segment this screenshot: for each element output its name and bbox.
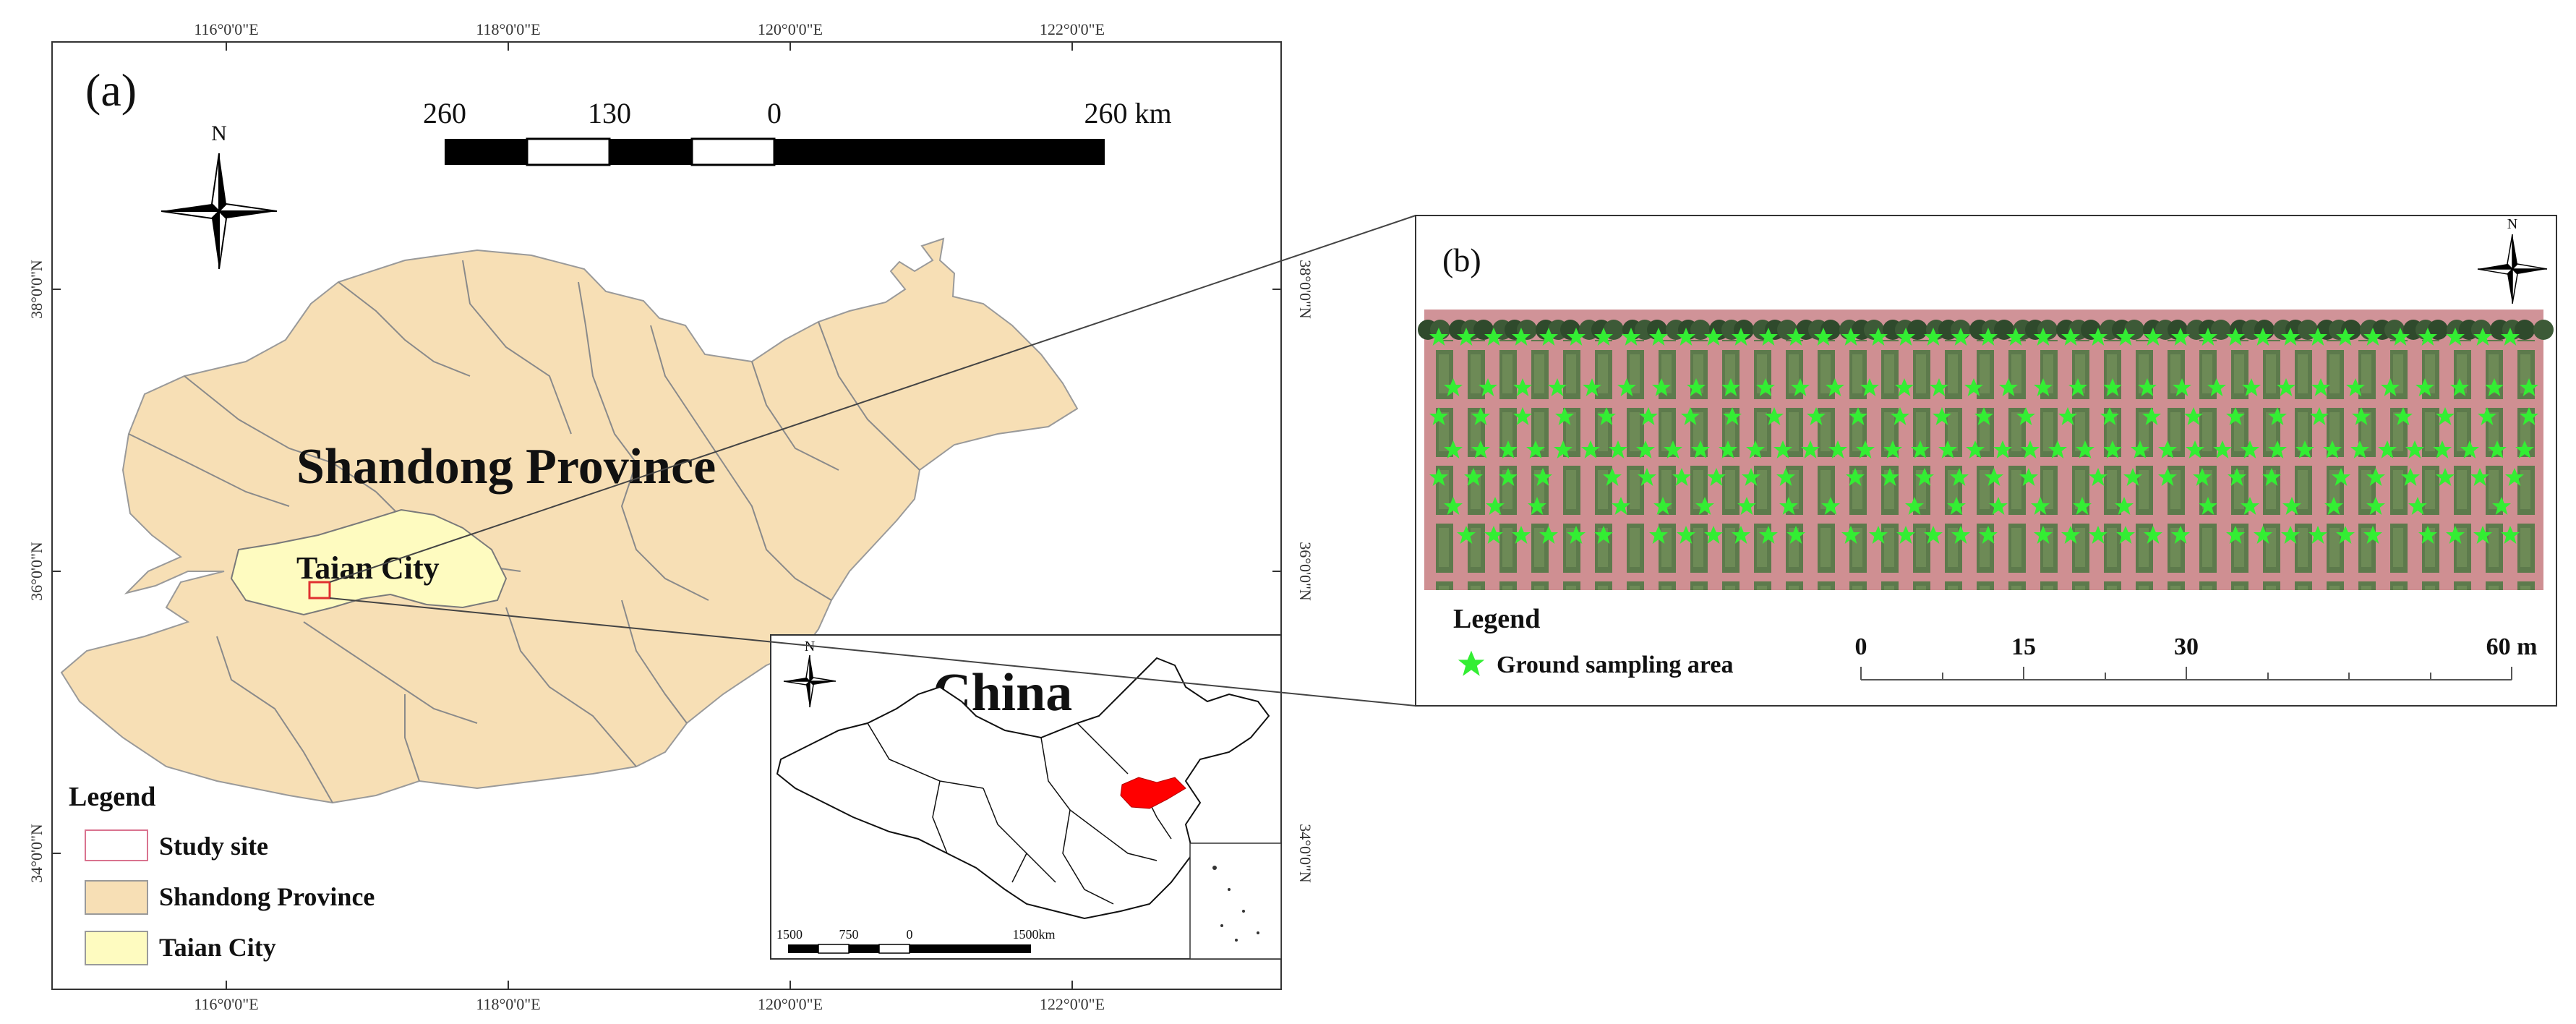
left-tick-36: 36°0'0"N — [27, 542, 46, 601]
right-tick-labels: 38°0'0"N 36°0'0"N 34°0'0"N — [1296, 260, 1314, 883]
scale-bar-b — [1860, 667, 2512, 680]
right-tick-36: 36°0'0"N — [1296, 542, 1314, 601]
shandong-highlight — [1120, 777, 1186, 809]
bottom-tick-labels: 116°0'0"E 118°0'0"E 120°0'0"E 122°0'0"E — [194, 995, 1105, 1013]
study-site-marker — [308, 581, 331, 600]
inset-north-arrow-icon — [783, 654, 836, 708]
shandong-province-shape — [60, 237, 1079, 804]
legend-swatch-shandong — [85, 880, 148, 915]
scale-b-60m: 60 m — [2486, 633, 2538, 660]
top-tick-120: 120°0'0"E — [758, 20, 823, 38]
scale-labels-b: 0 15 30 60 m — [1855, 633, 2538, 660]
panel-b-north-arrow-icon — [2477, 234, 2548, 304]
scale-label-130: 130 — [588, 97, 631, 129]
legend-a-title: Legend — [69, 782, 155, 812]
province-label: Shandong Province — [296, 439, 716, 495]
right-tick-38: 38°0'0"N — [1296, 260, 1314, 319]
legend-label-study-site: Study site — [159, 832, 268, 861]
scale-b-0: 0 — [1855, 633, 1867, 660]
panel-a: 116°0'0"E 118°0'0"E 120°0'0"E 122°0'0"E … — [27, 20, 1314, 1013]
north-arrow-icon — [161, 153, 278, 270]
scale-label-260-left: 260 — [423, 97, 466, 129]
inset-scale-750: 750 — [839, 927, 859, 942]
bottom-tick-120: 120°0'0"E — [758, 995, 823, 1013]
legend-label-shandong: Shandong Province — [159, 882, 375, 911]
panel-b-label: (b) — [1442, 242, 1481, 278]
north-label: N — [211, 121, 227, 145]
legend-label-ground-sampling: Ground sampling area — [1497, 652, 1733, 678]
prefecture-boundaries — [128, 260, 920, 803]
taian-city-shape — [230, 508, 508, 616]
bottom-tick-122: 122°0'0"E — [1040, 995, 1105, 1013]
left-tick-38: 38°0'0"N — [27, 260, 46, 319]
top-tick-122: 122°0'0"E — [1040, 20, 1105, 38]
top-tick-116: 116°0'0"E — [194, 20, 258, 38]
inset-scale-0: 0 — [907, 927, 913, 942]
legend-b-title: Legend — [1453, 604, 1540, 634]
bottom-tick-118: 118°0'0"E — [476, 995, 540, 1013]
china-province-boundaries — [867, 722, 1172, 905]
scale-labels-inset: 1500 750 0 1500km — [776, 927, 1056, 942]
scale-b-15: 15 — [2011, 633, 2036, 660]
china-outline — [776, 657, 1270, 920]
panel-a-label: (a) — [85, 64, 137, 116]
scale-label-0: 0 — [767, 97, 782, 129]
legend-swatch-study-site — [85, 829, 148, 861]
legend-label-taian: Taian City — [159, 933, 276, 962]
connector-lines — [329, 215, 1416, 707]
scale-bar-a — [445, 137, 1105, 166]
south-china-sea-inset — [1189, 842, 1282, 960]
scale-labels-a: 260 130 0 260 km — [423, 97, 1172, 129]
legend-swatch-taian — [85, 931, 148, 965]
panel-b: (b) N Legend Ground sampling area — [1415, 215, 2557, 707]
left-tick-34: 34°0'0"N — [27, 824, 46, 883]
inset-north-label: N — [805, 639, 815, 654]
scale-bar-inset — [788, 944, 1031, 954]
right-tick-34: 34°0'0"N — [1296, 824, 1314, 883]
top-tick-118: 118°0'0"E — [476, 20, 540, 38]
scale-b-30: 30 — [2174, 633, 2199, 660]
bottom-tick-116: 116°0'0"E — [194, 995, 258, 1013]
top-tick-labels: 116°0'0"E 118°0'0"E 120°0'0"E 122°0'0"E — [194, 20, 1105, 38]
inset-scale-1500-left: 1500 — [776, 927, 803, 942]
scale-label-260-km: 260 km — [1084, 97, 1171, 129]
panel-b-north-label: N — [2507, 216, 2517, 232]
aerial-field-image — [1418, 310, 2554, 590]
city-label: Taian City — [296, 550, 440, 586]
inset-scale-1500km: 1500km — [1012, 927, 1055, 942]
china-inset: N China — [770, 634, 1282, 960]
south-sea-islands — [1212, 866, 1259, 942]
left-tick-labels: 38°0'0"N 36°0'0"N 34°0'0"N — [27, 260, 46, 883]
